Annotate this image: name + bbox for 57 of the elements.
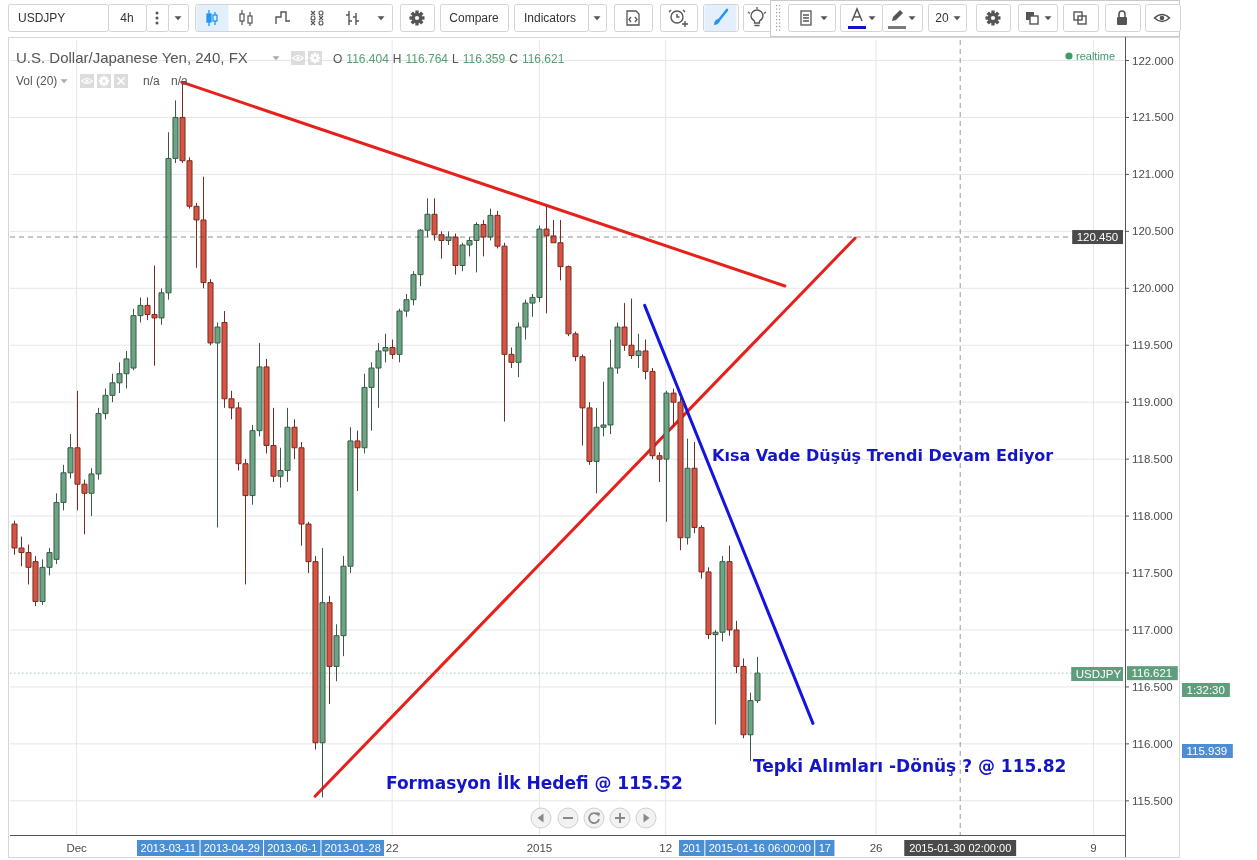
annotation: n/a [143,74,161,88]
candlestick [445,230,452,246]
annotation: Formasyon İlk Hedefi @ 115.52 [386,772,683,793]
y-tick-label: 117.000 [1132,623,1173,636]
y-tick-label: 118.000 [1132,510,1173,523]
candlestick [452,233,459,276]
x-tick-label: Dec [66,842,88,854]
annotation: realtime [1076,50,1116,62]
x-tick-label: 12 [659,842,673,854]
text: Indicators [523,11,577,25]
text: 1:32:30 [1186,684,1225,696]
text: O 116.404 H 116.764 L 116.359 C 116.621 [333,52,565,66]
candlestick [663,390,670,523]
text: 115.939 [1186,745,1228,757]
text: 2013-03-11 [140,842,196,854]
x-tick-label: 2015-01-30 02:00:00 [909,842,1012,854]
y-tick-label: 116.000 [1132,737,1173,750]
annotation: Kısa Vade Düşüş Trendi Devam Ediyor [712,446,1054,465]
text: 20 [935,11,949,25]
y-tick-label: 120.500 [1132,225,1174,238]
candlestick [684,438,691,546]
ref-line-label: 116.621 [1131,667,1173,680]
annotation: USDJPY [1075,668,1122,680]
candlestick [326,595,333,705]
y-tick-label: 117.500 [1132,567,1173,580]
text: Compare [449,11,499,25]
candlestick [214,321,221,528]
text: 2015-01-16 06:00:00 [708,842,811,854]
text: 2013-04-29 [203,842,260,854]
candlestick [389,339,396,360]
annotation: Vol (20) [16,74,58,88]
y-tick-label: 121.500 [1132,111,1174,124]
candlestick [480,219,487,257]
text: 17 [818,842,831,854]
text: USDJPY [18,11,66,25]
x-tick-label: 22 [385,842,399,854]
candlestick [635,333,642,369]
y-tick-label: 120.000 [1132,282,1174,295]
x-tick-label: 9 [1090,842,1097,854]
text: 201 [682,842,701,854]
x-tick-label: 2015 [526,842,553,854]
x-tick-label: 26 [869,842,883,854]
y-tick-label: 118.500 [1132,453,1173,466]
y-tick-label: 119.500 [1132,339,1173,352]
y-tick-label: 115.500 [1132,794,1173,807]
text: U.S. Dollar/Japanese Yen, 240, FX [16,49,248,66]
text: 4h [120,11,134,25]
candlestick [354,430,361,492]
candlestick [319,547,326,798]
annotation: Tepki Alımları -Dönüş ? @ 115.82 [753,756,1067,776]
y-tick-label: 116.500 [1132,680,1173,693]
annotation: n/a [171,74,189,88]
ref-line-label: 120.450 [1076,231,1119,244]
y-tick-label: 121.000 [1132,168,1174,181]
candlestick [487,208,494,241]
y-tick-label: 122.000 [1132,54,1174,67]
y-tick-label: 119.000 [1132,396,1173,409]
